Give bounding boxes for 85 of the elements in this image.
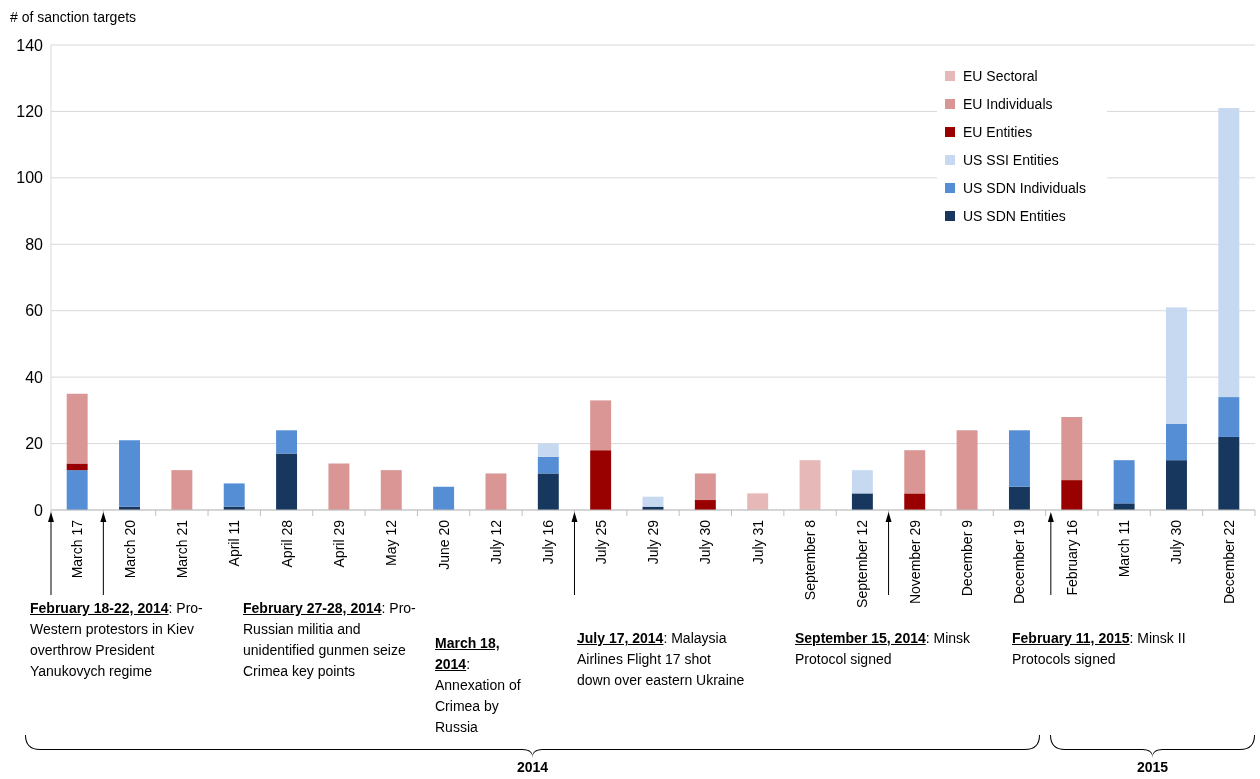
x-tick-label: May 12 <box>383 519 400 566</box>
bar <box>223 483 245 507</box>
bar <box>851 493 873 510</box>
bar <box>1218 436 1240 510</box>
bar <box>171 470 193 510</box>
bar <box>1166 460 1187 510</box>
bar <box>590 450 612 510</box>
x-tick-label: June 20 <box>435 519 452 570</box>
bar <box>799 460 821 510</box>
x-tick-label: March 20 <box>121 519 138 579</box>
bar <box>328 463 350 510</box>
bar <box>119 440 140 507</box>
x-tick-label: April 28 <box>278 519 295 568</box>
bar <box>66 393 88 464</box>
legend-label: US SSI Entities <box>963 151 1059 168</box>
bar <box>66 463 88 471</box>
bar <box>1113 460 1135 504</box>
bar <box>485 473 507 510</box>
bar <box>537 473 559 510</box>
bar <box>276 430 298 454</box>
x-tick-label: July 25 <box>592 519 609 565</box>
x-tick-label: April 11 <box>226 519 243 567</box>
legend-label: EU Entities <box>963 123 1033 140</box>
x-tick-label: December 22 <box>1220 519 1237 605</box>
bar <box>590 400 612 451</box>
legend-label: EU Individuals <box>963 95 1053 112</box>
bar <box>904 450 926 494</box>
x-tick-label: November 29 <box>906 519 923 605</box>
x-tick-label: July 30 <box>697 519 714 565</box>
bar <box>537 456 559 474</box>
x-tick-label: July 29 <box>645 519 661 565</box>
x-tick-label: July 30 <box>1168 519 1185 565</box>
y-tick-label: 80 <box>25 235 44 253</box>
bar <box>1113 503 1135 510</box>
x-tick-label: March 11 <box>1116 519 1133 578</box>
bar <box>1166 307 1187 424</box>
y-tick-label: 20 <box>25 435 44 453</box>
legend-label: US SDN Individuals <box>963 179 1086 196</box>
x-tick-label: April 29 <box>330 519 347 568</box>
text: February 27-28, 2014: Pro-Russian militia and unidentified gunmen seize Crimea key points <box>243 600 416 679</box>
y-tick-label: 60 <box>25 302 44 320</box>
text: September 15, 2014: Minsk Protocol signed <box>795 630 971 667</box>
x-tick-label: December 19 <box>1011 519 1028 605</box>
bar <box>904 493 926 510</box>
bar <box>276 453 298 510</box>
legend-label: US SDN Entities <box>963 207 1066 224</box>
bar <box>66 470 88 510</box>
bar <box>1061 480 1083 510</box>
text: 2014 <box>516 759 549 775</box>
bar <box>851 470 873 494</box>
y-tick-label: 0 <box>34 501 44 519</box>
bar <box>1166 423 1187 461</box>
bar <box>694 473 716 501</box>
bar <box>433 486 455 510</box>
y-axis-title: # of sanction targets <box>10 9 137 25</box>
bar <box>747 493 769 510</box>
text: March 18, 2014: Annexation of Crimea by Russia <box>435 634 522 737</box>
x-tick-label: July 16 <box>540 519 557 565</box>
x-tick-label: September 8 <box>802 519 819 601</box>
bar <box>694 500 716 510</box>
text: 2015 <box>1136 759 1169 775</box>
x-tick-label: December 9 <box>959 519 976 597</box>
bar <box>1218 108 1240 398</box>
x-tick-label: March 21 <box>173 519 190 579</box>
x-tick-label: February 16 <box>1063 519 1080 596</box>
x-tick-label: September 12 <box>854 519 871 608</box>
x-tick-label: March 17 <box>69 519 86 579</box>
y-tick-label: 40 <box>25 368 44 386</box>
x-tick-label: July 31 <box>749 519 766 565</box>
bar <box>956 430 978 510</box>
bar <box>1218 397 1240 437</box>
bar <box>380 470 402 510</box>
legend-label: EU Sectoral <box>963 67 1038 84</box>
bar <box>1061 417 1083 481</box>
bar <box>1008 486 1030 510</box>
y-tick-label: 100 <box>16 169 44 187</box>
y-tick-label: 140 <box>16 36 44 54</box>
bar <box>642 496 664 507</box>
y-tick-label: 120 <box>16 103 44 121</box>
text: February 11, 2015: Minsk II Protocols signed <box>1012 629 1187 669</box>
text: February 18-22, 2014: Pro-Western protestors in Kiev overthrow President Yanukovych regime <box>30 599 204 681</box>
text: July 17, 2014: Malaysia Airlines Flight 17 shot down over eastern Ukraine <box>577 629 746 690</box>
x-tick-label: July 12 <box>487 519 504 565</box>
bar <box>537 443 559 457</box>
bar <box>1008 430 1030 487</box>
